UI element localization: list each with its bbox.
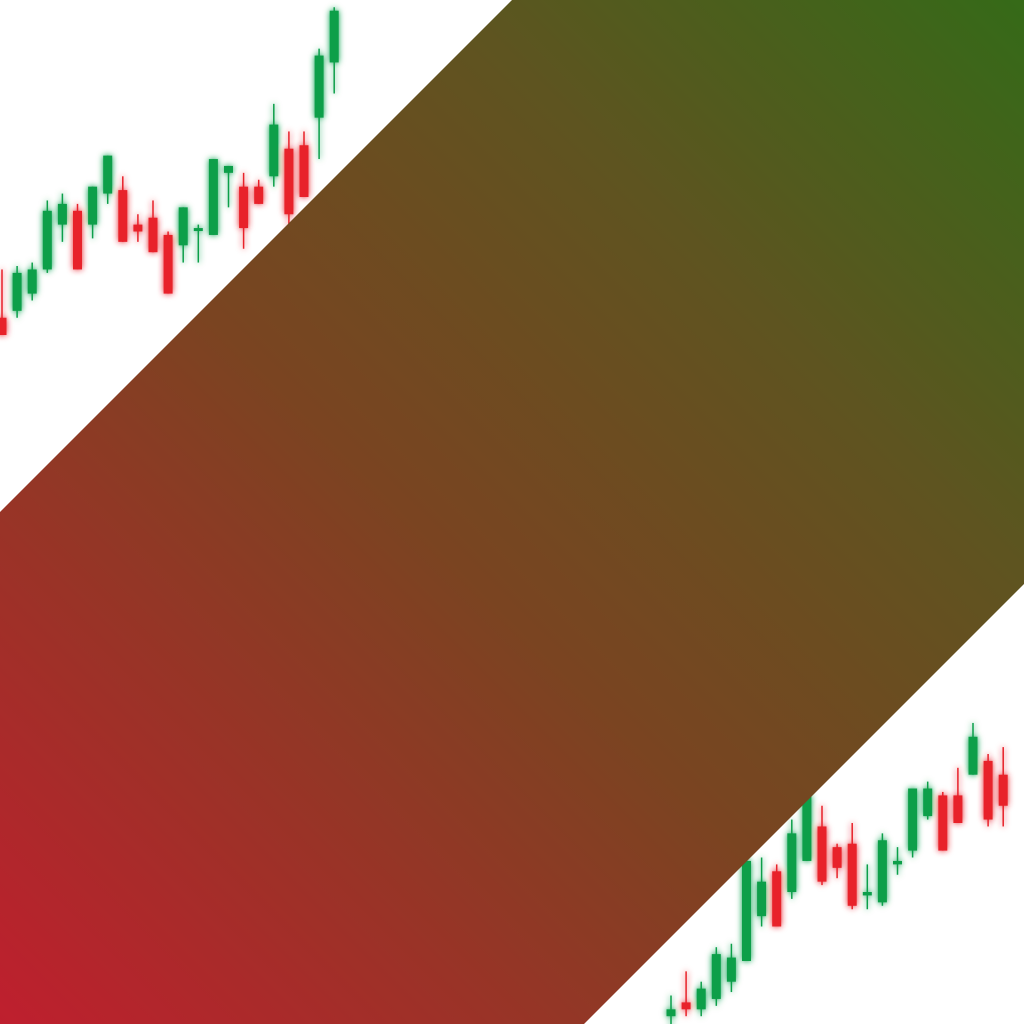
candle-body-bullish [862, 892, 872, 896]
candle-body-bullish [88, 186, 98, 225]
candle-body-bearish [163, 234, 173, 294]
candle-body-bearish [847, 843, 857, 906]
candle-body-bearish [983, 760, 993, 820]
candlestick-chart-top [0, 7, 339, 335]
candle-body-bearish [148, 217, 158, 253]
candle-body-bullish [802, 795, 812, 861]
candle-body-bearish [998, 774, 1008, 806]
candle-body-bullish [908, 788, 918, 851]
candle-body-bullish [666, 1009, 676, 1017]
candle-body-bullish [314, 55, 324, 118]
candle-body-bullish [787, 833, 797, 892]
candle-body-bearish [118, 190, 128, 242]
candle-body-bullish [893, 860, 902, 865]
candle-body-bearish [817, 826, 827, 882]
candle-body-bearish [299, 145, 309, 197]
candle-body-bullish [224, 165, 233, 173]
candle-body-bullish [877, 840, 887, 903]
candle-body-bullish [742, 860, 751, 961]
candle-body-bearish [953, 795, 963, 823]
candle-body-bullish [968, 736, 978, 775]
candle-body-bullish [726, 957, 736, 982]
candle-body-bearish [284, 148, 294, 215]
candle-body-bearish [254, 186, 264, 204]
candle-body-bearish [832, 847, 842, 868]
candle-body-bullish [269, 124, 279, 177]
candle-body-bullish [42, 210, 52, 270]
candle-body-bearish [0, 317, 7, 335]
candle-body-bullish [193, 228, 203, 232]
candle-body-bearish [133, 224, 143, 232]
candle-body-bullish [208, 159, 218, 235]
candle-body-bearish [73, 210, 82, 270]
candle-body-bearish [239, 186, 249, 229]
candle-body-bullish [27, 269, 37, 294]
candle-body-bullish [329, 10, 339, 63]
candle-body-bearish [681, 1002, 691, 1010]
candle-body-bullish [57, 203, 67, 225]
candle-body-bullish [711, 954, 721, 999]
candle-body-bullish [12, 272, 22, 311]
candle-body-bullish [103, 155, 113, 194]
candle-body-bullish [178, 207, 188, 246]
candlestick-chart-bottom [666, 722, 1008, 1024]
candle-body-bullish [757, 881, 767, 917]
candle-body-bearish [772, 871, 782, 927]
candle-body-bearish [938, 795, 948, 851]
candle-body-bullish [696, 988, 706, 1010]
candle-body-bullish [923, 788, 933, 817]
